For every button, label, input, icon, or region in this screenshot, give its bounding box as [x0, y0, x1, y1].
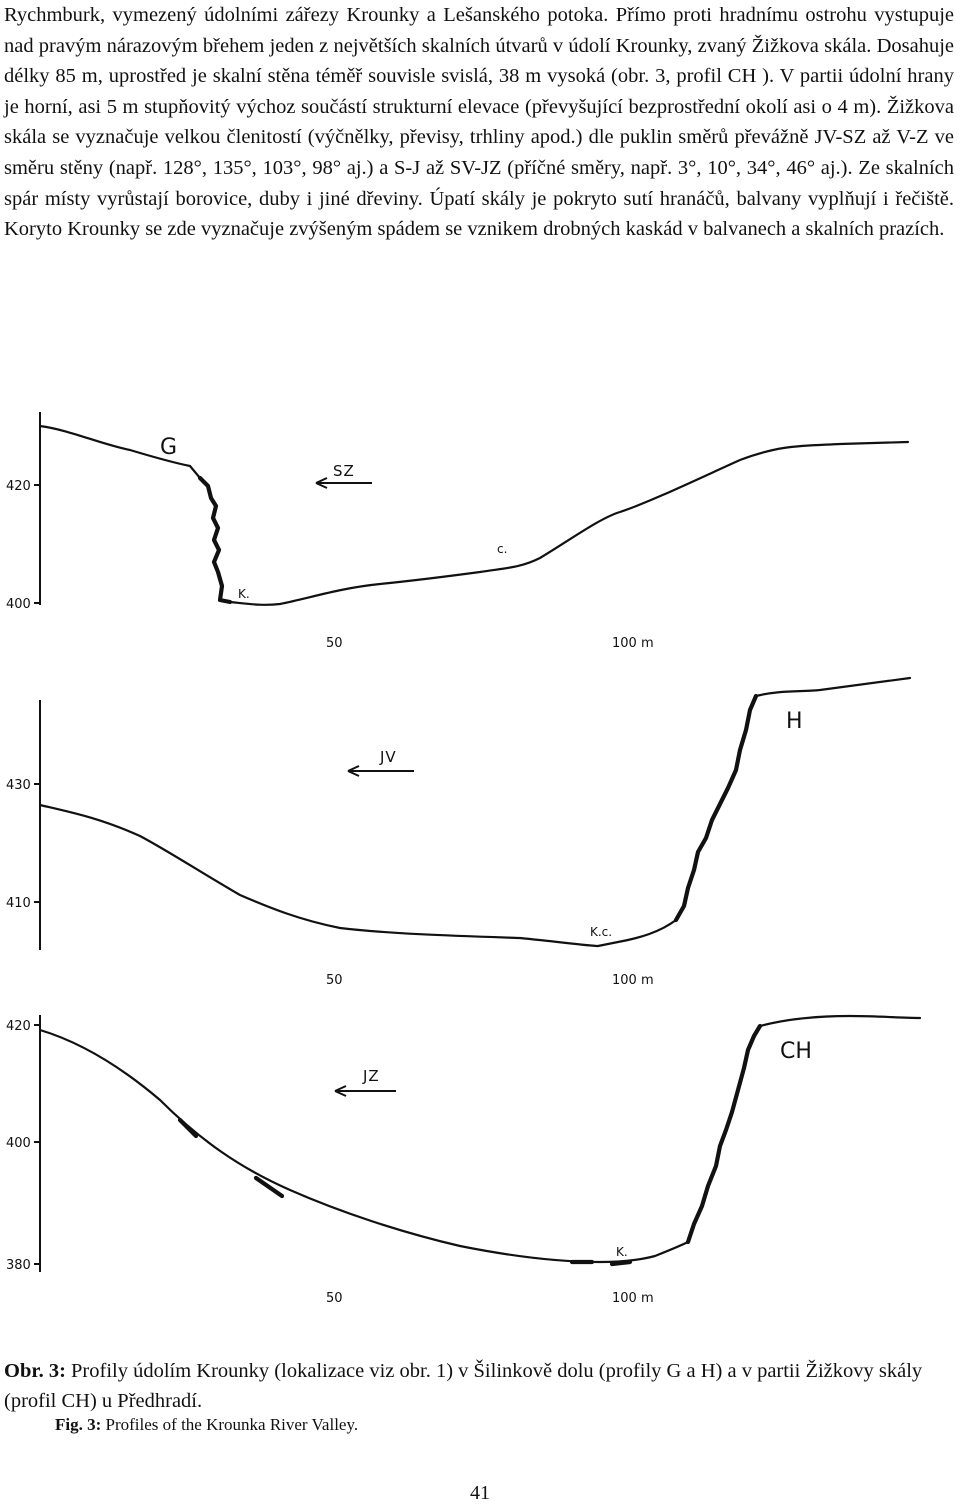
caption-label: Obr. 3: [4, 1360, 66, 1382]
body-paragraph: Rychmburk, vymezený údolními zářezy Krou… [4, 4, 954, 241]
caption-text: Profily údolím Krounky (lokalizace viz o… [4, 1360, 923, 1412]
profile-g: 420 400 G SZ K. c. 50 100 m [6, 412, 910, 651]
profile-ch-x-label-50: 50 [326, 1291, 343, 1306]
profile-ch-y-label-400: 400 [6, 1136, 31, 1151]
profile-g-annotation-k: K. [238, 587, 250, 601]
profile-g-right-slope [228, 440, 910, 606]
profile-g-x-label-100: 100 m [612, 636, 654, 651]
valley-profiles-figure: 420 400 G SZ K. c. 50 100 m 430 410 H JV [0, 390, 960, 1340]
profile-h-direction-arrow [347, 765, 414, 777]
profile-g-annotation-c: c. [497, 542, 507, 556]
profile-h-annotation-kc: K.c. [590, 925, 612, 939]
profile-ch-direction-label: JZ [362, 1067, 380, 1085]
profile-ch-annotation-k: K. [616, 1245, 628, 1259]
profile-g-left-slope [38, 424, 202, 480]
profile-ch-y-label-380: 380 [6, 1258, 31, 1273]
page-number: 41 [470, 1482, 490, 1504]
profile-ch-cliff [685, 1023, 763, 1245]
profile-g-x-label-50: 50 [326, 636, 343, 651]
profile-h-cliff [673, 693, 759, 923]
profile-h-top [754, 676, 912, 698]
profile-ch-x-label-100: 100 m [612, 1291, 654, 1306]
caption-en-label: Fig. 3: [55, 1415, 102, 1434]
profile-g-y-label-420: 420 [6, 479, 31, 494]
profile-h: 430 410 H JV K.c. 50 100 m [6, 676, 912, 988]
profile-ch-valley [38, 1028, 690, 1264]
profile-h-direction-label: JV [379, 748, 397, 766]
profile-ch: 420 400 380 CH JZ K. 50 100 m [6, 1014, 922, 1306]
profile-ch-label: CH [780, 1039, 812, 1064]
profile-h-valley [38, 803, 678, 948]
profile-g-cliff [197, 475, 233, 605]
profiles-drawing: 420 400 G SZ K. c. 50 100 m 430 410 H JV [6, 412, 922, 1306]
profile-ch-direction-arrow [334, 1085, 396, 1097]
figure-caption: Obr. 3: Profily údolím Krounky (lokaliza… [4, 1356, 956, 1416]
figure-caption-english: Fig. 3: Profiles of the Krounka River Va… [55, 1414, 358, 1436]
profile-ch-y-label-420: 420 [6, 1019, 31, 1034]
profile-ch-top [758, 1014, 922, 1028]
profile-g-direction-arrow [315, 477, 372, 489]
profile-h-y-label-410: 410 [6, 896, 31, 911]
profile-ch-debris [177, 1117, 633, 1267]
profile-h-x-label-100: 100 m [612, 973, 654, 988]
profile-h-x-label-50: 50 [326, 973, 343, 988]
profile-g-y-label-400: 400 [6, 597, 31, 612]
profile-h-y-label-430: 430 [6, 778, 31, 793]
profile-g-direction-label: SZ [333, 462, 355, 480]
profile-h-label: H [786, 709, 803, 734]
caption-en-text: Profiles of the Krounka River Valley. [101, 1415, 359, 1434]
profile-g-label: G [160, 435, 177, 460]
